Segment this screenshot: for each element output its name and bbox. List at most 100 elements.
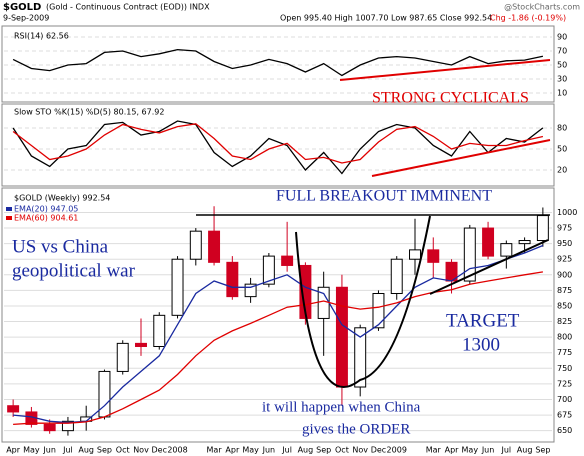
legend-label: EMA(20) 947.05 <box>14 205 78 214</box>
panel-title: Slow STO %K(15) %D(5) 80.15, 67.92 <box>14 108 164 117</box>
y-tick-label: 925 <box>557 255 572 264</box>
legend-swatch <box>6 207 12 211</box>
candle-body <box>226 261 239 298</box>
annotation: TARGET <box>446 310 520 331</box>
candle-body <box>427 249 440 263</box>
x-tick-label: Oct <box>116 446 130 455</box>
support-line <box>429 239 549 295</box>
x-tick-label: Mar <box>426 446 442 455</box>
x-tick-label: Aug <box>298 446 314 455</box>
x-tick-label: May <box>23 446 40 455</box>
symbol-name: (Gold - Continuous Contract (EOD)) INDX <box>46 3 210 12</box>
candle-body <box>390 258 403 295</box>
y-tick-label: 900 <box>557 270 572 279</box>
candle-body <box>98 370 111 418</box>
candle-body <box>244 283 257 298</box>
candle-body <box>518 240 531 245</box>
y-tick-label: 750 <box>557 364 572 373</box>
x-tick-label: Sep <box>97 446 112 455</box>
y-tick-label: 20 <box>557 166 567 175</box>
date: 9-Sep-2009 <box>3 14 49 23</box>
x-tick-label: Nov <box>352 446 368 455</box>
sto-frame <box>1 103 555 187</box>
x-tick-label: 2009 <box>387 446 407 455</box>
candle-body <box>43 423 56 432</box>
y-tick-label: 825 <box>557 317 572 326</box>
candle-body <box>463 227 476 282</box>
candle-body <box>262 255 275 285</box>
series-line <box>13 244 544 424</box>
x-tick-label: Mar <box>207 446 223 455</box>
annotation: it will happen when China <box>262 399 421 415</box>
x-tick-label: 2008 <box>167 446 187 455</box>
x-tick-label: Nov <box>133 446 149 455</box>
candle-body <box>372 293 385 329</box>
x-tick-label: Jun <box>262 446 276 455</box>
quote: Open 995.40 High 1007.70 Low 987.65 Clos… <box>280 14 492 23</box>
candle-body <box>135 342 147 347</box>
x-tick-label: Sep <box>535 446 550 455</box>
candle-body <box>335 286 348 388</box>
credit: @StockCharts.com <box>504 3 580 12</box>
candle-body <box>189 230 202 260</box>
legend-swatch <box>6 216 12 220</box>
legend-label: EMA(60) 904.61 <box>14 214 78 223</box>
cup-curve <box>295 215 431 388</box>
y-tick-label: 850 <box>557 301 572 310</box>
candle-body <box>7 405 20 413</box>
candle-body <box>116 342 129 372</box>
y-tick-label: 800 <box>557 333 572 342</box>
x-tick-label: Jul <box>62 446 73 455</box>
x-tick-label: Apr <box>225 446 240 455</box>
candle-body <box>299 264 312 319</box>
rsi-trendline <box>339 59 551 81</box>
y-tick-label: 1000 <box>557 208 577 217</box>
x-tick-label: Apr <box>445 446 460 455</box>
y-tick-label: 50 <box>557 61 567 70</box>
x-tick-label: May <box>462 446 479 455</box>
y-tick-label: 10 <box>557 89 567 98</box>
y-tick-label: 700 <box>557 395 572 404</box>
price-frame <box>1 187 555 443</box>
candle-body <box>61 420 74 432</box>
y-tick-label: 975 <box>557 224 572 233</box>
panel-title: $GOLD (Weekly) 992.54 <box>14 194 110 203</box>
x-tick-label: Dec <box>371 446 386 455</box>
y-tick-label: 775 <box>557 348 572 357</box>
annotation: FULL BREAKOUT IMMINENT <box>276 188 492 205</box>
x-tick-label: Sep <box>316 446 331 455</box>
panel-title: RSI(14) 62.56 <box>14 32 69 41</box>
y-tick-label: 875 <box>557 286 572 295</box>
sto-trendline <box>371 139 551 177</box>
y-tick-label: 70 <box>557 47 567 56</box>
x-tick-label: Oct <box>335 446 349 455</box>
x-tick-label: Jun <box>481 446 495 455</box>
candle-body <box>536 215 549 242</box>
candle-body <box>409 249 421 260</box>
candle-body <box>500 243 513 257</box>
candle-body <box>482 227 495 257</box>
candle-body <box>171 258 184 316</box>
change: Chg -1.86 (-0.19%) <box>490 14 566 23</box>
x-tick-label: Aug <box>78 446 94 455</box>
x-tick-label: Apr <box>6 446 21 455</box>
y-tick-label: 30 <box>557 75 567 84</box>
annotation: STRONG CYCLICALS <box>372 90 529 107</box>
y-tick-label: 675 <box>557 411 572 420</box>
y-tick-label: 50 <box>557 145 567 154</box>
panels <box>1 25 555 443</box>
candle-body <box>281 255 294 266</box>
x-tick-label: Jul <box>281 446 292 455</box>
series-line <box>13 271 544 426</box>
candle-body <box>153 314 166 347</box>
annotation: 1300 <box>462 334 500 355</box>
y-tick-label: 650 <box>557 426 572 435</box>
x-tick-label: May <box>242 446 259 455</box>
candle-body <box>208 230 221 263</box>
series-line <box>12 123 544 164</box>
x-tick-label: Jun <box>42 446 56 455</box>
series-line <box>12 120 544 175</box>
candle-body <box>354 327 367 388</box>
y-tick-label: 950 <box>557 239 572 248</box>
